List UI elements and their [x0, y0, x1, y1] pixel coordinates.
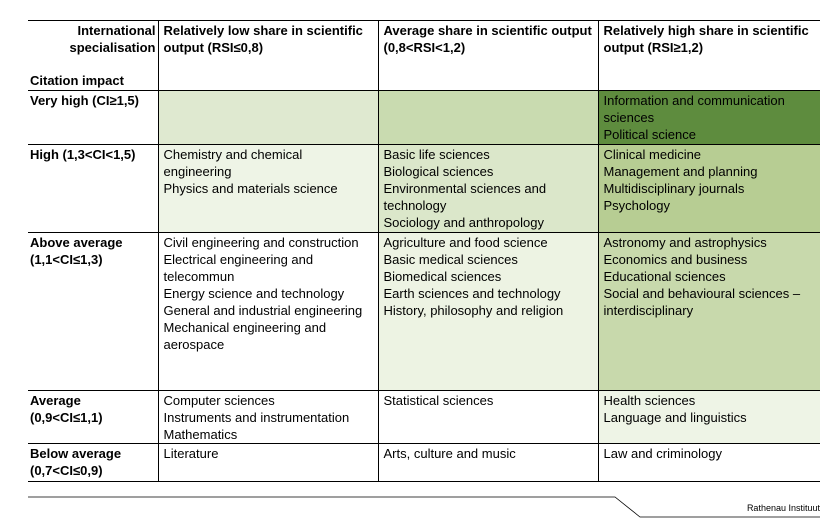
- table-row: Very high (CI≥1,5) Information and commun…: [28, 90, 820, 145]
- table-cell: Information and communication sciences Po…: [597, 90, 820, 145]
- row-label: Above average (1,1<CI≤1,3): [28, 232, 158, 391]
- table-cell: Law and criminology: [597, 443, 820, 482]
- cell-item: Electrical engineering and telecommun: [163, 252, 314, 284]
- table-cell: Arts, culture and music: [377, 443, 598, 482]
- cell-item: Economics and business: [603, 252, 748, 267]
- cell-item: Agriculture and food science: [383, 235, 548, 250]
- column-header: Relatively high share in scientific outp…: [597, 20, 820, 91]
- row-label: High (1,3<CI<1,5): [28, 144, 158, 233]
- cell-item: Earth sciences and technology: [383, 286, 561, 301]
- cell-item: Psychology: [603, 198, 670, 213]
- corner-cell: International specialisation Citation im…: [28, 21, 158, 91]
- cell-item: Management and planning: [603, 164, 758, 179]
- table-cell: Chemistry and chemical engineering Physic…: [157, 144, 378, 233]
- cell-item: Educational sciences: [603, 269, 726, 284]
- cell-item: Political science: [603, 127, 697, 142]
- cell-item: Statistical sciences: [383, 393, 494, 408]
- cell-item: Biomedical sciences: [383, 269, 502, 284]
- cell-item: Mathematics: [163, 427, 238, 442]
- cell-item: Multidisciplinary journals: [603, 181, 745, 196]
- cell-item: Language and linguistics: [603, 410, 747, 425]
- cell-item: Arts, culture and music: [383, 446, 516, 461]
- cell-item: General and industrial engineering: [163, 303, 363, 318]
- cell-item: History, philosophy and religion: [383, 303, 564, 318]
- table-cell: [157, 90, 378, 145]
- table-cell: Health sciences Language and linguistics: [597, 390, 820, 444]
- table-cell: Clinical medicine Management and planning…: [597, 144, 820, 233]
- table-cell: Computer sciences Instruments and instrum…: [157, 390, 378, 444]
- table-cell: Agriculture and food science Basic medica…: [377, 232, 598, 391]
- column-header: Average share in scientific output (0,8<…: [377, 20, 598, 91]
- corner-top: International specialisation: [69, 23, 156, 55]
- table-row: High (1,3<CI<1,5) Chemistry and chemical …: [28, 144, 820, 233]
- cell-item: Social and behavioural sciences – interd…: [603, 286, 801, 318]
- cell-item: Astronomy and astrophysics: [603, 235, 767, 250]
- footer-line: [28, 496, 820, 518]
- column-header: Relatively low share in scientific outpu…: [157, 20, 378, 91]
- corner-bottom: Citation impact: [30, 73, 124, 88]
- cell-item: Biological sciences: [383, 164, 494, 179]
- cell-item: Law and criminology: [603, 446, 723, 461]
- table-cell: Statistical sciences: [377, 390, 598, 444]
- cell-item: Chemistry and chemical engineering: [163, 147, 303, 179]
- table-row: Below average (0,7<CI≤0,9) Literature Arts…: [28, 443, 820, 482]
- cell-item: Energy science and technology: [163, 286, 345, 301]
- cell-item: Instruments and instrumentation: [163, 410, 350, 425]
- cell-item: Literature: [163, 446, 219, 461]
- table-cell: [377, 90, 598, 145]
- specialisation-table: International specialisation Citation im…: [28, 20, 820, 482]
- table-cell: Astronomy and astrophysics Economics and …: [597, 232, 820, 391]
- table-row: Average (0,9<CI≤1,1) Computer sciences Ins…: [28, 390, 820, 444]
- row-label: Below average (0,7<CI≤0,9): [28, 443, 158, 482]
- cell-item: Basic life sciences: [383, 147, 490, 162]
- table-cell: Civil engineering and construction Electr…: [157, 232, 378, 391]
- cell-item: Mechanical engineering and aerospace: [163, 320, 327, 352]
- table-row: Above average (1,1<CI≤1,3) Civil engineer…: [28, 232, 820, 391]
- cell-item: Health sciences: [603, 393, 696, 408]
- row-label: Very high (CI≥1,5): [28, 90, 158, 145]
- cell-item: Civil engineering and construction: [163, 235, 359, 250]
- cell-item: Clinical medicine: [603, 147, 702, 162]
- cell-item: Environmental sciences and technology: [383, 181, 547, 213]
- table-cell: Literature: [157, 443, 378, 482]
- cell-item: Information and communication sciences: [603, 93, 785, 125]
- cell-item: Computer sciences: [163, 393, 275, 408]
- cell-item: Physics and materials science: [163, 181, 338, 196]
- source: Rathenau Instituut: [746, 503, 820, 513]
- cell-item: Basic medical sciences: [383, 252, 518, 267]
- row-label: Average (0,9<CI≤1,1): [28, 390, 158, 444]
- cell-item: Sociology and anthropology: [383, 215, 544, 230]
- table-cell: Basic life sciences Biological sciences En…: [377, 144, 598, 233]
- header-row: International specialisation Citation im…: [28, 20, 820, 91]
